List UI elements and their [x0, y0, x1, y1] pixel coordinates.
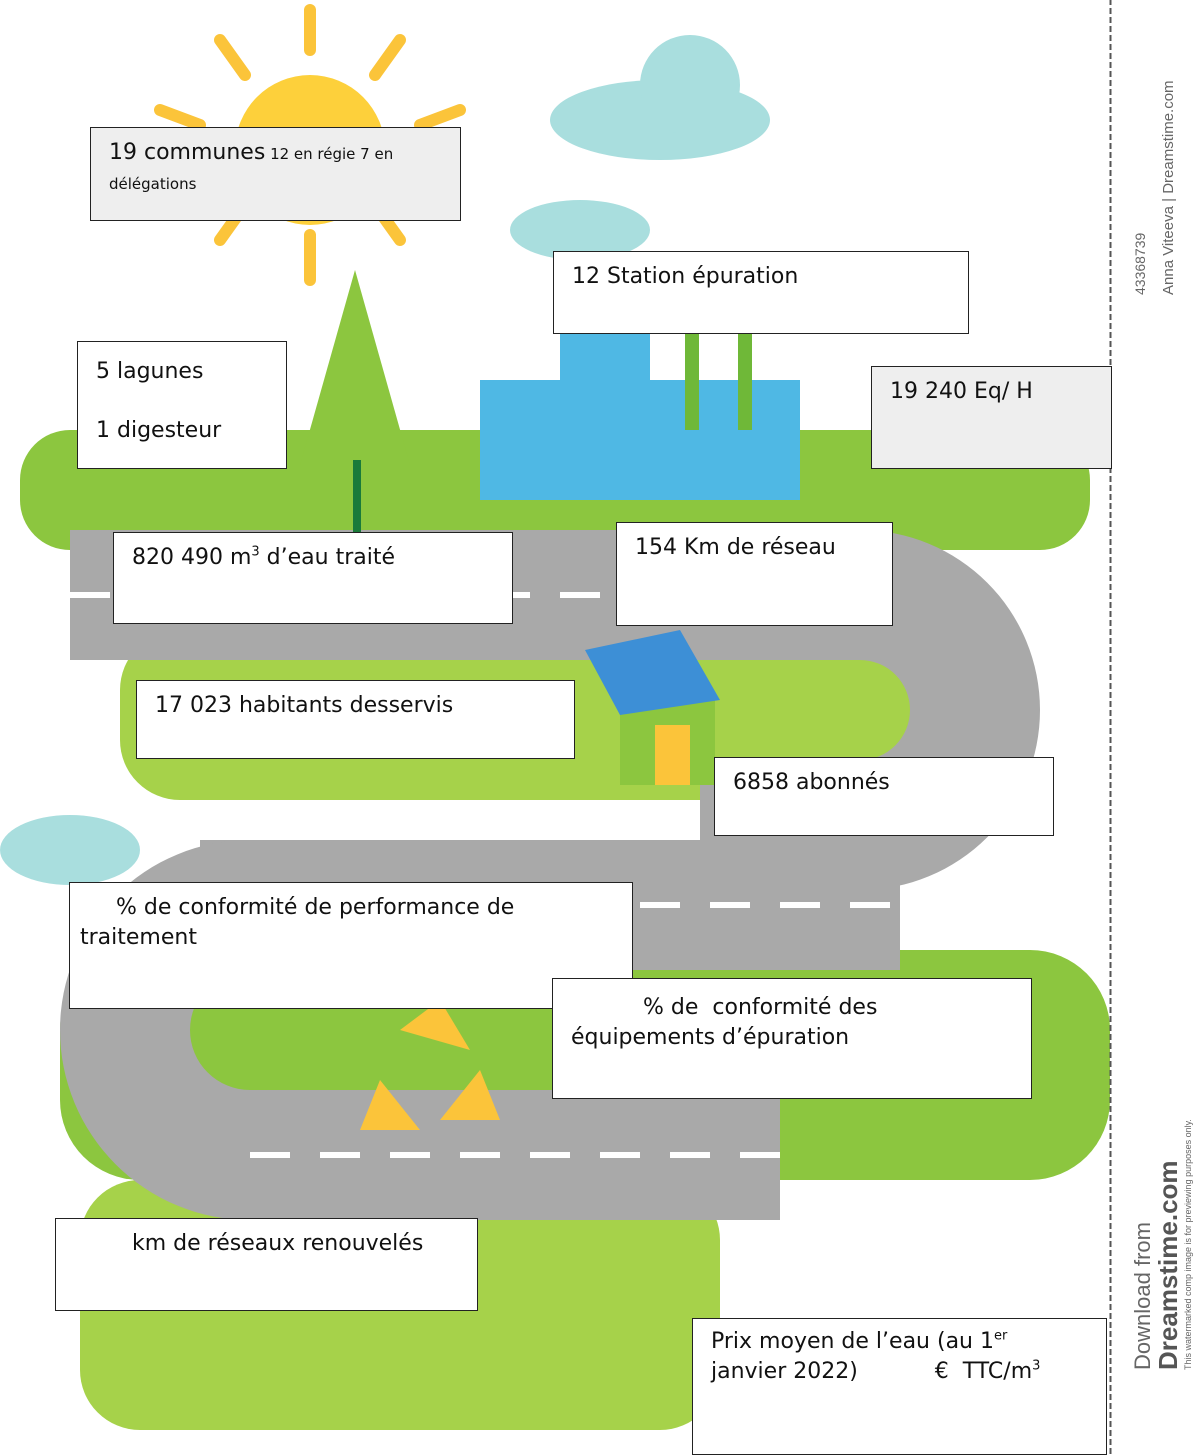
info-box: % de conformité de performance de traite…	[69, 882, 633, 1009]
superscript: 3	[1032, 1358, 1040, 1373]
trunk	[353, 460, 361, 535]
box-text: 1 digesteur	[96, 401, 268, 460]
info-box: 19 240 Eq/ H	[871, 366, 1112, 469]
box-text: km de réseaux renouvelés	[132, 1231, 423, 1256]
box-text: 820 490 m	[132, 545, 251, 570]
watermark-brand: Dreamstime.com	[1153, 1160, 1184, 1370]
page: 19 communes 12 en régie 7 en délégations…	[0, 0, 1193, 1455]
info-box: 6858 abonnés	[714, 757, 1054, 836]
box-text: % de conformité des équipements d’épurat…	[571, 995, 884, 1050]
box-text: Prix moyen de l’eau (au 1	[711, 1329, 994, 1354]
info-box: 12 Station épuration	[553, 251, 969, 334]
box-text: 5 lagunes	[96, 342, 268, 401]
info-box: 154 Km de réseau	[616, 522, 893, 626]
cut-line	[1110, 0, 1111, 1455]
box-text: % de conformité de performance de traite…	[80, 895, 521, 950]
box-text: 6858 abonnés	[733, 770, 890, 795]
info-box: 17 023 habitants desservis	[136, 680, 575, 759]
tree	[300, 270, 410, 465]
box-text: 12 Station épuration	[572, 264, 798, 289]
box-title: 19 communes	[109, 140, 265, 165]
box-text: 154 Km de réseau	[635, 535, 836, 560]
box-text: 19 240 Eq/ H	[890, 379, 1033, 404]
info-box: km de réseaux renouvelés	[55, 1218, 478, 1311]
watermark-author: Anna Viteeva | Dreamstime.com	[1160, 80, 1177, 295]
info-box: 820 490 m3 d’eau traité	[113, 532, 513, 624]
box-text: 17 023 habitants desservis	[155, 693, 453, 718]
info-box: 19 communes 12 en régie 7 en délégations	[90, 127, 461, 221]
info-box: % de conformité des équipements d’épurat…	[552, 978, 1032, 1099]
info-box: Prix moyen de l’eau (au 1er janvier 2022…	[692, 1318, 1107, 1455]
watermark-notice: This watermarked comp image is for previ…	[1183, 1119, 1193, 1370]
box-text: d’eau traité	[260, 545, 395, 570]
superscript: er	[994, 1329, 1007, 1344]
watermark-id: 43368739	[1132, 233, 1148, 295]
superscript: 3	[251, 545, 259, 560]
